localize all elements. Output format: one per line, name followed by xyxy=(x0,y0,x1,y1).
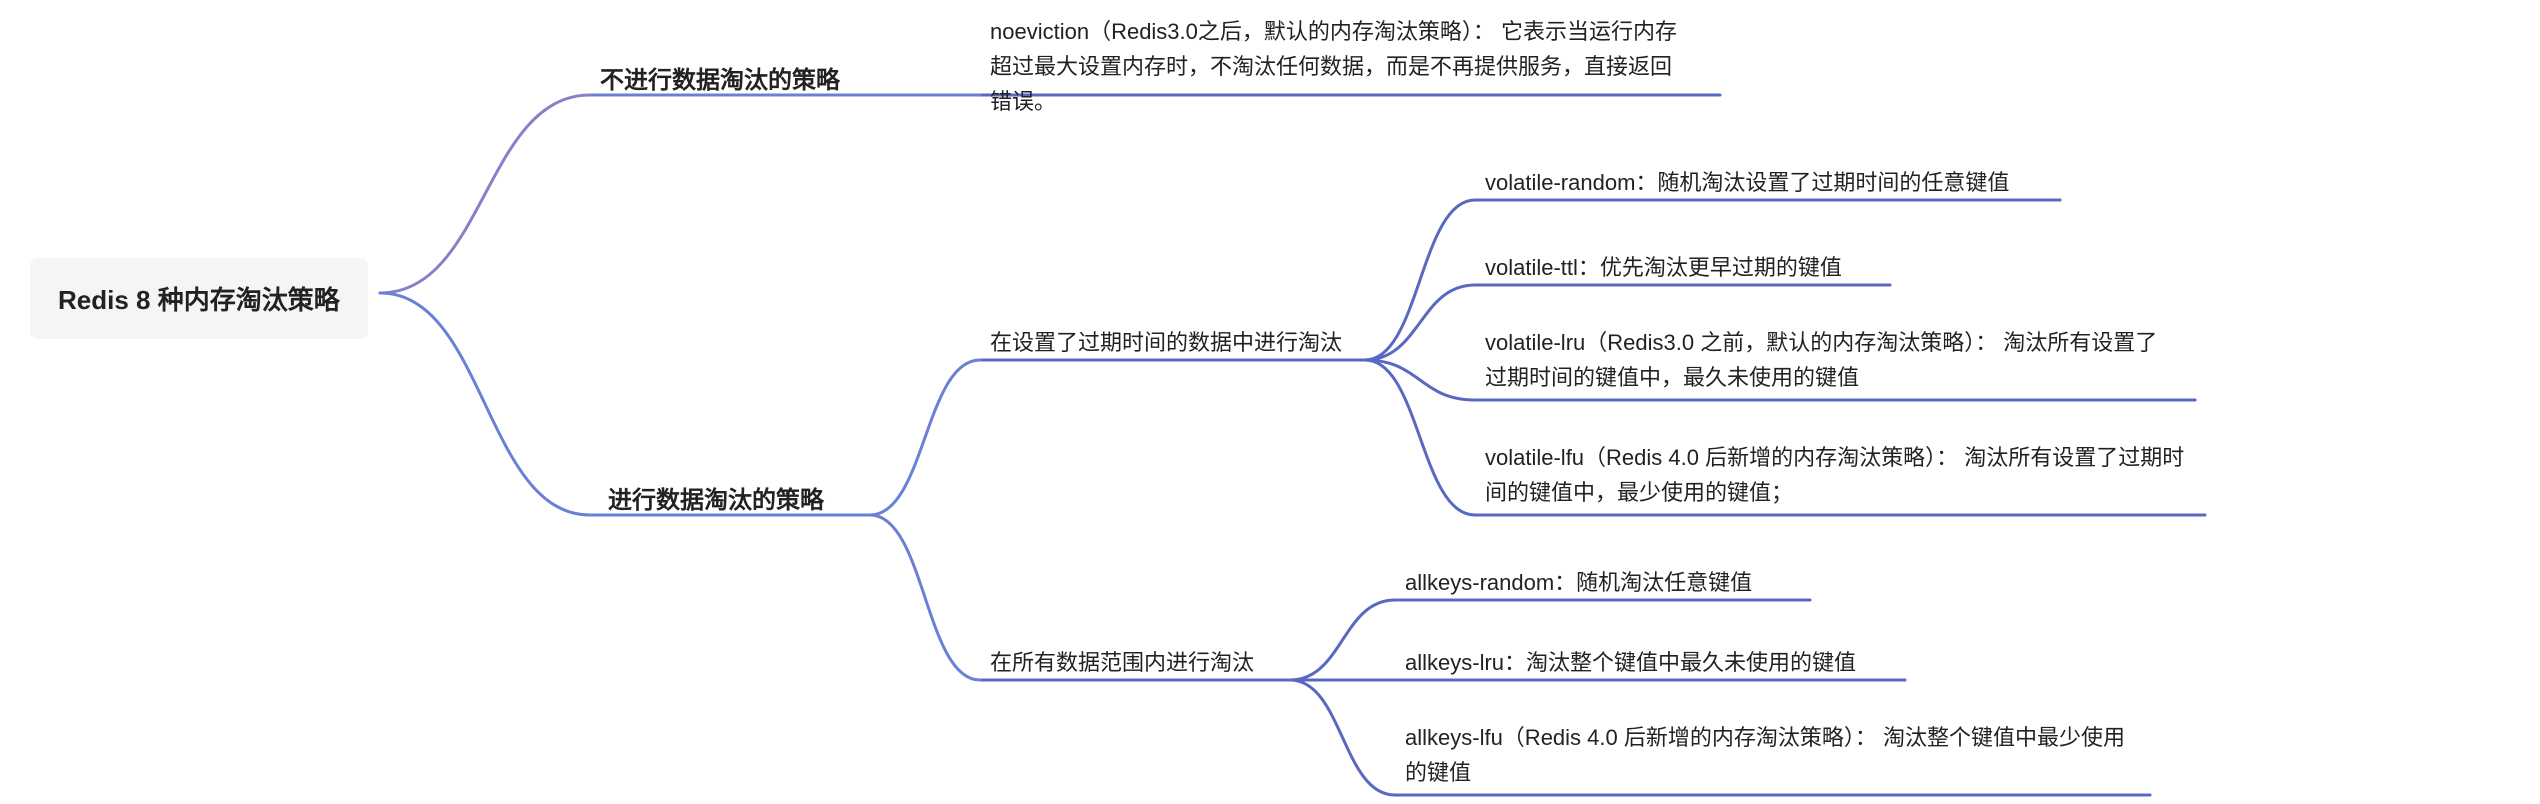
mindmap-root: Redis 8 种内存淘汰策略 xyxy=(30,258,368,339)
leaf-a-0: noeviction（Redis3.0之后，默认的内存淘汰策略）： 它表示当运行… xyxy=(990,14,1690,120)
leaf-b2-2: allkeys-lfu（Redis 4.0 后新增的内存淘汰策略）： 淘汰整个键… xyxy=(1405,720,2125,790)
lv1-a: 不进行数据淘汰的策略 xyxy=(600,60,840,95)
leaf-b1-0: volatile-random：随机淘汰设置了过期时间的任意键值 xyxy=(1485,165,2009,200)
leaf-b1-3: volatile-lfu（Redis 4.0 后新增的内存淘汰策略）： 淘汰所有… xyxy=(1485,440,2185,510)
lv2-b2: 在所有数据范围内进行淘汰 xyxy=(990,645,1254,677)
lv1-b: 进行数据淘汰的策略 xyxy=(608,480,824,515)
leaf-b1-2: volatile-lru（Redis3.0 之前，默认的内存淘汰策略）： 淘汰所… xyxy=(1485,325,2165,395)
lv2-b1: 在设置了过期时间的数据中进行淘汰 xyxy=(990,325,1342,357)
connector-svg xyxy=(0,0,2540,804)
leaf-b1-1: volatile-ttl：优先淘汰更早过期的键值 xyxy=(1485,250,1842,285)
leaf-b2-0: allkeys-random：随机淘汰任意键值 xyxy=(1405,565,1752,600)
leaf-b2-1: allkeys-lru：淘汰整个键值中最久未使用的键值 xyxy=(1405,645,1856,680)
